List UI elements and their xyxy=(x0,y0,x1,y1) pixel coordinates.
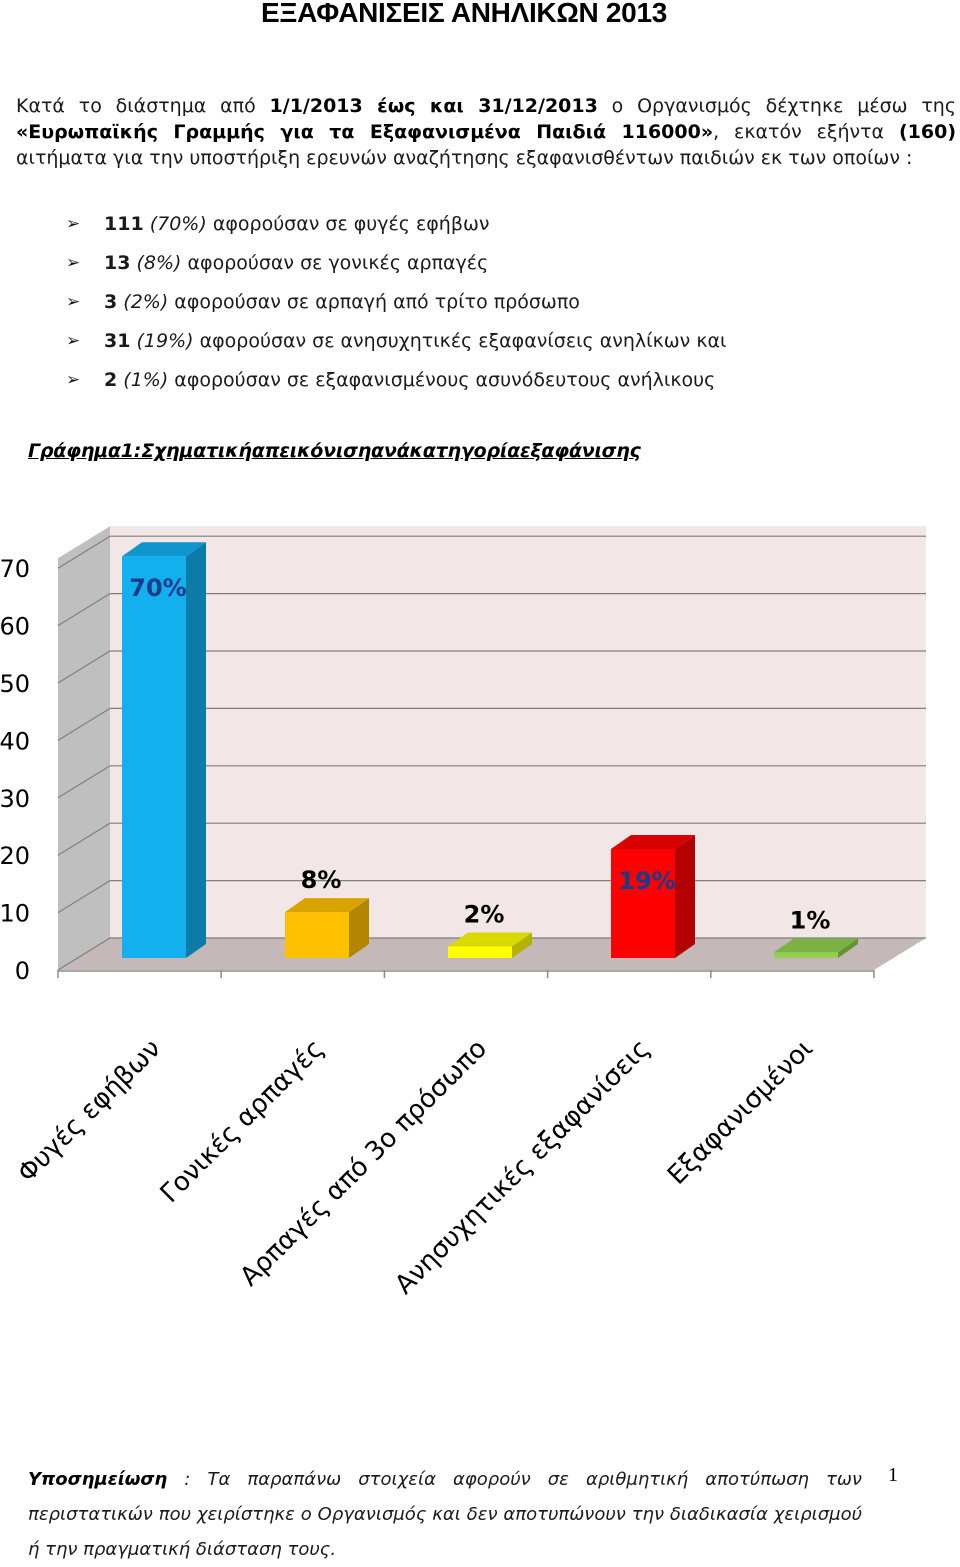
item-percent: (2%) xyxy=(123,291,169,313)
item-text: αφορούσαν σε αρπαγή από τρίτο πρόσωπο xyxy=(168,291,580,313)
chart-back-wall xyxy=(110,526,926,938)
bar-side xyxy=(675,834,695,958)
chart-caption: Γράφημα1:Σχηματικήαπεικόνισηανάκατηγορία… xyxy=(28,440,641,462)
case-breakdown-list: ➢ 111 (70%) αφορούσαν σε φυγές εφήβων ➢ 13… xyxy=(66,210,726,405)
intro-until: έως και xyxy=(362,95,479,117)
list-item: ➢ 111 (70%) αφορούσαν σε φυγές εφήβων xyxy=(66,210,726,249)
item-text: αφορούσαν σε εξαφανισμένους ασυνόδευτους… xyxy=(168,369,716,391)
footnote-label: Υποσημείωση xyxy=(28,1469,168,1490)
arrow-bullet-icon: ➢ xyxy=(66,292,81,312)
y-tick-label: 30 xyxy=(0,785,30,813)
arrow-bullet-icon: ➢ xyxy=(66,253,81,273)
list-item: ➢ 3 (2%) αφορούσαν σε αρπαγή από τρίτο πρ… xyxy=(66,288,726,327)
list-item: ➢ 2 (1%) αφορούσαν σε εξαφανισμένους ασυν… xyxy=(66,366,726,405)
data-label: 19% xyxy=(618,867,675,895)
x-category-label: Γονικές αρπαγές xyxy=(155,1034,330,1209)
chart-gridline xyxy=(57,707,926,741)
data-label: 8% xyxy=(301,866,342,894)
page-number: 1 xyxy=(888,1464,898,1486)
item-percent: (70%) xyxy=(149,213,207,235)
y-tick-label: 0 xyxy=(15,957,30,985)
bar-top xyxy=(611,834,695,849)
intro-text: , εκατόν εξήντα xyxy=(713,121,899,143)
bar-top xyxy=(122,542,206,557)
arrow-bullet-icon: ➢ xyxy=(66,370,81,390)
category-bar-chart: 0 10 20 30 40 50 60 70 70% Φυγές εφήβων 8% Γονικές … xyxy=(0,526,926,1300)
bar-side xyxy=(512,932,532,958)
y-tick-label: 40 xyxy=(0,727,30,755)
x-category-label: Ανησυχητικές εξαφανίσεις xyxy=(389,1034,656,1300)
chart-gridline xyxy=(57,822,926,856)
footnote: Υποσημείωση : Τα παραπάνω στοιχεία αφορο… xyxy=(28,1462,862,1567)
item-number: 3 xyxy=(104,291,118,313)
x-category-label: Εξαφανισμένοι xyxy=(662,1034,819,1191)
bar xyxy=(774,952,838,958)
bar xyxy=(285,912,349,958)
bar-side xyxy=(186,542,206,958)
x-category-label: Φυγές εφήβων xyxy=(12,1034,167,1189)
intro-paragraph: Κατά το διάστημα από 1/1/2013 έως και 31… xyxy=(16,93,956,171)
chart-gridline xyxy=(57,592,926,627)
date-from: 1/1/2013 xyxy=(269,95,363,117)
bar xyxy=(611,848,675,958)
y-tick-label: 60 xyxy=(0,613,30,641)
hotline-name: «Ευρωπαϊκής Γραμμής για τα Εξαφανισμένα … xyxy=(16,121,714,143)
bar-side xyxy=(349,898,369,958)
arrow-bullet-icon: ➢ xyxy=(66,331,81,351)
footnote-text: : Τα παραπάνω στοιχεία αφορούν σε αριθμη… xyxy=(28,1469,862,1560)
chart-gridline xyxy=(57,535,926,569)
chart-gridline xyxy=(57,765,926,799)
list-item: ➢ 13 (8%) αφορούσαν σε γονικές αρπαγές xyxy=(66,249,726,288)
bar xyxy=(448,946,512,958)
item-number: 31 xyxy=(104,330,131,352)
chart-gridline xyxy=(57,650,926,684)
data-label: 70% xyxy=(129,574,186,602)
request-count: (160) xyxy=(898,121,956,143)
item-text: αφορούσαν σε ανησυχητικές εξαφανίσεις αν… xyxy=(193,330,727,352)
page-title: ΕΞΑΦΑΝΙΣΕΙΣ ΑΝΗΛΙΚΩΝ 2013 xyxy=(261,0,667,28)
item-percent: (8%) xyxy=(136,252,182,274)
intro-text: αιτήματα για την υποστήριξη ερευνών αναζ… xyxy=(16,147,913,169)
item-text: αφορούσαν σε γονικές αρπαγές xyxy=(181,252,489,274)
data-label: 1% xyxy=(790,906,831,934)
bar-top xyxy=(285,898,369,913)
item-percent: (19%) xyxy=(136,330,194,352)
item-text: αφορούσαν σε φυγές εφήβων xyxy=(206,213,490,235)
y-tick-label: 20 xyxy=(0,842,30,870)
data-label: 2% xyxy=(464,901,505,929)
intro-text: ο Οργανισμός δέχτηκε μέσω της xyxy=(597,95,956,117)
item-percent: (1%) xyxy=(123,369,169,391)
intro-text: Κατά το διάστημα από xyxy=(16,95,270,117)
bar-top xyxy=(774,938,858,953)
y-tick-label: 10 xyxy=(0,900,30,928)
item-number: 111 xyxy=(104,213,144,235)
item-number: 13 xyxy=(104,252,131,274)
item-number: 2 xyxy=(104,369,118,391)
bar-side xyxy=(838,938,858,958)
y-tick-label: 50 xyxy=(0,670,30,698)
date-to: 31/12/2013 xyxy=(478,95,598,117)
bar-top xyxy=(448,932,532,947)
arrow-bullet-icon: ➢ xyxy=(66,214,81,234)
bar xyxy=(122,556,186,958)
y-tick-label: 70 xyxy=(0,555,30,583)
chart-side-wall xyxy=(58,526,110,970)
list-item: ➢ 31 (19%) αφορούσαν σε ανησυχητικές εξαφ… xyxy=(66,327,726,366)
